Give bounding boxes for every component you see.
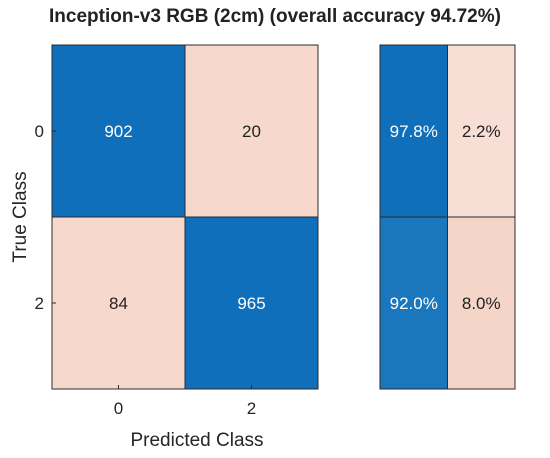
y-axis-label: True Class [10,171,31,262]
matrix-cell-value-0-0: 902 [104,122,132,141]
summary-cell-1-0 [379,216,448,390]
matrix-cell-value-0-1: 20 [242,122,261,141]
x-tick-label-0: 0 [114,399,123,418]
matrix-cell-value-1-1: 965 [237,294,265,313]
summary-border [379,44,516,390]
matrix-cell-value-1-0: 84 [109,294,128,313]
chart-title: Inception-v3 RGB (2cm) (overall accuracy… [49,6,501,27]
y-tick-label-0: 0 [35,122,44,141]
matrix-border [51,44,319,390]
summary-cell-value-0-1: 2.2% [462,122,501,141]
summary-cell-1-1 [447,216,516,390]
matrix-cell-1-1 [184,216,319,390]
summary-cell-0-1 [447,44,516,218]
y-tick-label-1: 2 [35,294,44,313]
summary-cell-value-1-0: 92.0% [390,294,438,313]
x-axis-label: Predicted Class [130,430,263,451]
x-tick-label-1: 2 [247,399,256,418]
summary-cell-value-1-1: 8.0% [462,294,501,313]
summary-cell-value-0-0: 97.8% [390,122,438,141]
